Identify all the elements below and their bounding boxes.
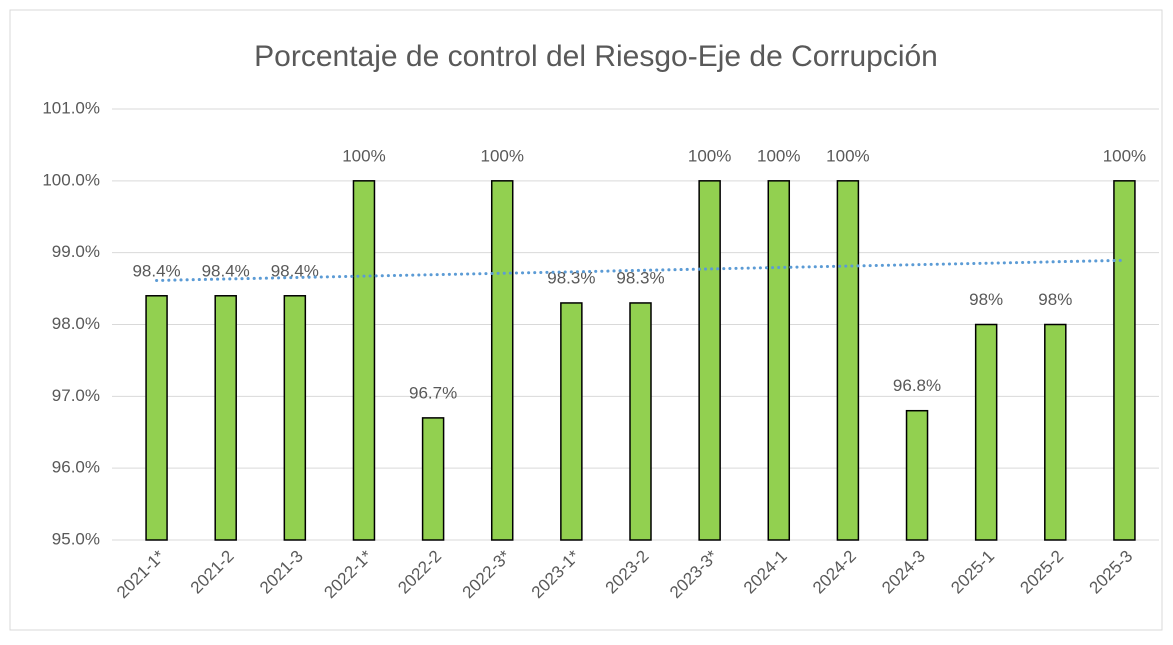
- y-tick-label: 95.0%: [52, 529, 100, 548]
- value-label: 98.3%: [616, 268, 664, 287]
- bar: [145, 295, 168, 541]
- bar: [214, 295, 237, 541]
- y-tick-label: 98.0%: [52, 314, 100, 333]
- trendline: [155, 258, 1126, 282]
- y-tick-label: 97.0%: [52, 386, 100, 405]
- bar: [905, 409, 929, 541]
- bar: [421, 417, 445, 541]
- y-tick-label: 96.0%: [52, 458, 100, 477]
- bar: [490, 180, 514, 541]
- value-label: 96.7%: [409, 383, 457, 402]
- y-tick-label: 99.0%: [52, 242, 100, 261]
- value-label: 100%: [1103, 146, 1146, 165]
- value-label: 100%: [480, 146, 523, 165]
- value-label: 100%: [826, 146, 869, 165]
- value-label: 100%: [757, 146, 800, 165]
- value-label: 98%: [1038, 290, 1072, 309]
- y-tick-label: 101.0%: [42, 98, 100, 117]
- y-tick-label: 100.0%: [42, 170, 100, 189]
- bar: [698, 180, 721, 541]
- bar: [283, 295, 307, 541]
- bar: [767, 180, 791, 541]
- chart-border: [9, 9, 1163, 631]
- bar: [560, 302, 583, 541]
- value-label: 98.4%: [271, 261, 319, 280]
- value-label: 98.4%: [132, 261, 180, 280]
- chart-title: Porcentaje de control del Riesgo-Eje de …: [254, 40, 938, 73]
- bar: [352, 180, 376, 541]
- value-label: 100%: [342, 146, 385, 165]
- value-label: 98%: [969, 290, 1003, 309]
- value-label: 98.4%: [202, 261, 250, 280]
- value-label: 96.8%: [893, 376, 941, 395]
- bar: [1044, 323, 1067, 541]
- bar: [1113, 180, 1136, 541]
- value-label: 100%: [688, 146, 731, 165]
- bar: [836, 180, 860, 541]
- bar: [629, 302, 652, 541]
- bar: [974, 323, 998, 541]
